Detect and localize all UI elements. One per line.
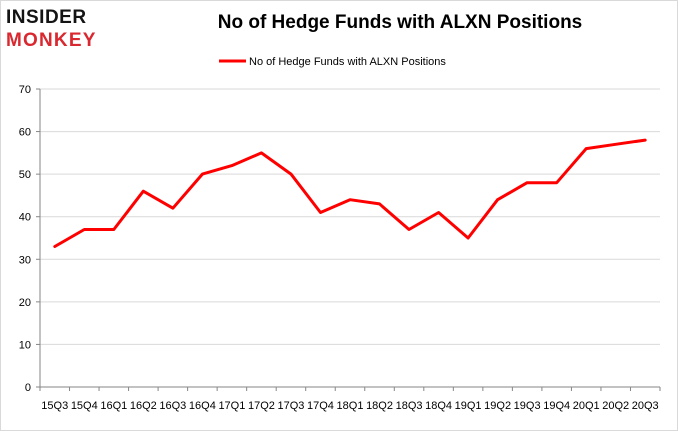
x-tick-label-19Q4: 19Q4	[543, 400, 570, 412]
x-tick-label-18Q2: 18Q2	[366, 400, 393, 412]
x-tick-label-16Q4: 16Q4	[189, 400, 216, 412]
legend-label: No of Hedge Funds with ALXN Positions	[249, 56, 446, 68]
x-tick-label-16Q3: 16Q3	[159, 400, 186, 412]
x-tick-labels: 15Q3 15Q4 16Q1 16Q2 16Q3 16Q4 17Q1 17Q2 17Q3 17Q4…	[41, 400, 658, 412]
y-tick-label-50: 50	[19, 169, 31, 181]
x-tick-label-17Q1: 17Q1	[218, 400, 245, 412]
legend: No of Hedge Funds with ALXN Positions	[219, 56, 446, 68]
y-tick-labels: 0 10 20 30 40 50 60 70	[19, 84, 31, 394]
y-tick-label-20: 20	[19, 297, 31, 309]
x-tick-label-17Q3: 17Q3	[277, 400, 304, 412]
x-tick-label-18Q3: 18Q3	[396, 400, 423, 412]
x-tick-label-19Q2: 19Q2	[484, 400, 511, 412]
y-tick-label-30: 30	[19, 254, 31, 266]
gridlines	[40, 88, 660, 345]
x-tick-label-20Q2: 20Q2	[602, 400, 629, 412]
x-tick-label-20Q1: 20Q1	[573, 400, 600, 412]
y-tick-label-60: 60	[19, 127, 31, 139]
y-tick-label-70: 70	[19, 84, 31, 96]
x-tick-label-18Q4: 18Q4	[425, 400, 452, 412]
series-lines	[53, 138, 647, 248]
series-line-0	[53, 138, 647, 248]
x-tick-label-15Q4: 15Q4	[71, 400, 98, 412]
y-tick-label-10: 10	[19, 339, 31, 351]
insider-monkey-logo: INSIDER MONKEY	[6, 8, 126, 54]
y-tick-label-40: 40	[19, 212, 31, 224]
logo-text-top: INSIDER	[6, 7, 87, 28]
x-tick-label-19Q1: 19Q1	[455, 400, 482, 412]
x-tick-label-19Q3: 19Q3	[514, 400, 541, 412]
x-tick-label-16Q1: 16Q1	[100, 400, 127, 412]
x-tick-label-18Q1: 18Q1	[337, 400, 364, 412]
chart-title: No of Hedge Funds with ALXN Positions	[217, 12, 583, 33]
x-tick-label-17Q2: 17Q2	[248, 400, 275, 412]
x-tick-label-15Q3: 15Q3	[41, 400, 68, 412]
y-tick-label-0: 0	[25, 382, 31, 394]
x-tick-label-17Q4: 17Q4	[307, 400, 334, 412]
x-tick-label-20Q3: 20Q3	[632, 400, 659, 412]
logo-text-bottom: MONKEY	[6, 30, 97, 51]
x-tick-label-16Q2: 16Q2	[130, 400, 157, 412]
axes	[36, 88, 661, 391]
